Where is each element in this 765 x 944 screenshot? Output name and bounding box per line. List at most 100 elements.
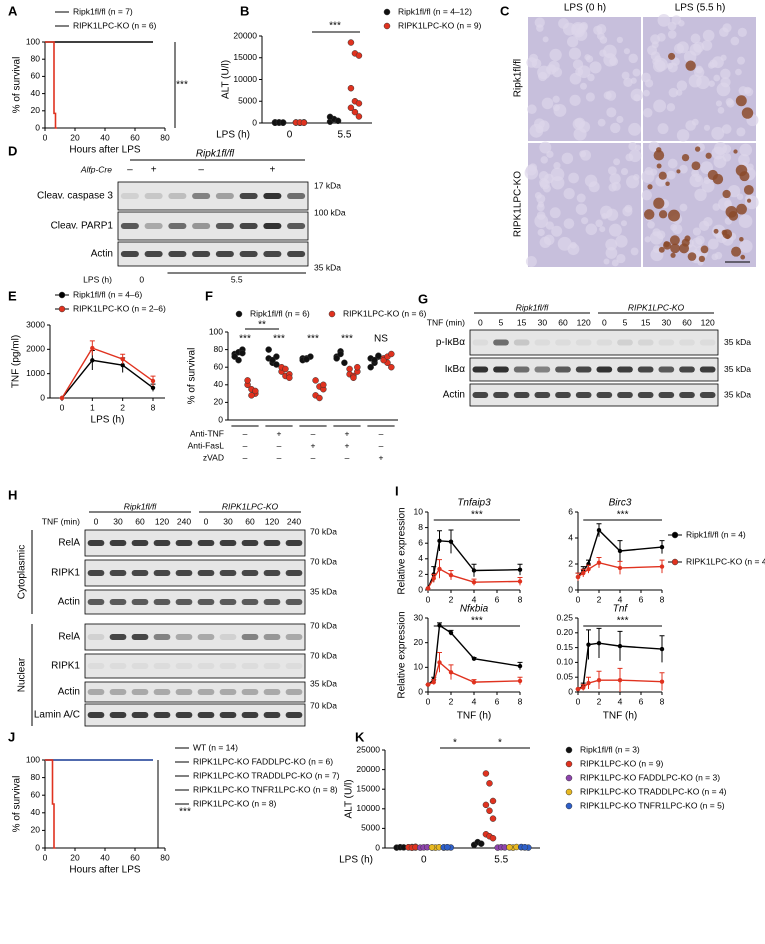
blot-band [87,689,105,695]
data-point [448,670,454,675]
cell [587,73,595,82]
condition-sign: + [345,440,350,450]
cell [603,91,612,100]
cell [568,172,579,184]
cell [597,118,606,127]
condition-sign: – [379,440,384,450]
condition-sign: – [345,452,350,462]
size-marker: 70 kDa [310,650,337,660]
blot-band [215,251,234,257]
blot-band [679,392,695,398]
blot-band [219,663,237,669]
fraction-label: Nuclear [17,657,28,692]
cell [573,127,587,141]
stained-cell [735,95,747,107]
cell [739,143,753,157]
x-tick-label: 20 [70,132,80,142]
time: 15 [641,317,651,327]
y-axis-label: ALT (U/l) [221,60,232,99]
data-point [265,346,272,353]
blot-band [285,634,303,640]
stained-cell [728,211,739,221]
blot-band [120,251,139,257]
blot-band [144,193,163,199]
cell [608,183,617,192]
blot-band [513,392,530,398]
cell [551,225,563,237]
legend-label: Ripk1fl/fl (n = 4–12) [398,6,472,16]
legend-marker [565,802,573,810]
blot-band [219,540,237,546]
blot-band [263,570,281,576]
legend-label: RIPK1LPC-KO (n = 8) [193,798,277,808]
blot-band [658,366,675,373]
blot-band [175,663,193,669]
blot-band [241,540,259,546]
size-marker: 35 kDa [724,389,751,399]
blot-band [637,366,654,373]
blot-band [617,392,633,398]
cell [537,228,545,237]
data-point [596,640,602,646]
size-marker: 35 kDa [310,678,337,688]
cell [584,54,591,61]
cell [644,236,651,243]
blot-band [197,634,215,640]
blot-band [287,223,306,229]
x-tick-label: 4 [472,594,477,604]
size-marker: 70 kDa [310,700,337,710]
data-point [316,394,323,402]
legend-marker [671,531,679,539]
cell [736,127,746,137]
time: 120 [265,516,279,526]
y-tick-label: 0 [375,842,380,852]
condition-sign: – [243,440,248,450]
blot-band [131,663,149,669]
cell [722,153,732,162]
blot-band [263,689,281,695]
y-tick-label: 5000 [361,823,380,833]
cell [542,36,549,43]
data-point [448,630,454,635]
data-point [300,119,308,126]
cell [606,107,617,118]
blot-band [87,712,105,718]
x-axis-label: LPS (h) [339,855,373,866]
data-point [320,381,327,389]
blot-band [175,689,193,695]
y-tick-label: 0 [35,122,40,132]
cell [620,167,629,176]
blot-band [555,392,571,398]
cell [613,158,621,166]
data-point [337,350,344,358]
x-tick-label: 60 [130,852,140,862]
x-tick-label: 2 [449,696,454,706]
y-axis-label: Relative expression [397,507,408,594]
cell [572,118,585,131]
cell [688,74,702,88]
cell [630,247,639,256]
cell [708,80,715,87]
cell [585,223,598,236]
data-point [273,361,280,368]
blot-band [131,634,149,640]
subplot-title: Tnf [613,604,629,615]
cell [610,122,621,134]
stained-cell [670,243,680,254]
data-point [659,646,665,652]
blot-band [679,339,695,346]
cell [621,71,630,80]
legend-marker [383,22,391,30]
cell [534,214,549,229]
blot-band [197,689,215,695]
time: 60 [558,317,568,327]
row-label: Ripk1fl/fl [513,59,524,97]
blot-band [109,570,127,576]
time: 0 [94,516,99,526]
cell [569,72,582,85]
cell [541,97,554,110]
x-tick-label: 6 [495,594,500,604]
blot-band [87,599,105,605]
time: 60 [682,317,692,327]
size-marker: 70 kDa [310,556,337,566]
